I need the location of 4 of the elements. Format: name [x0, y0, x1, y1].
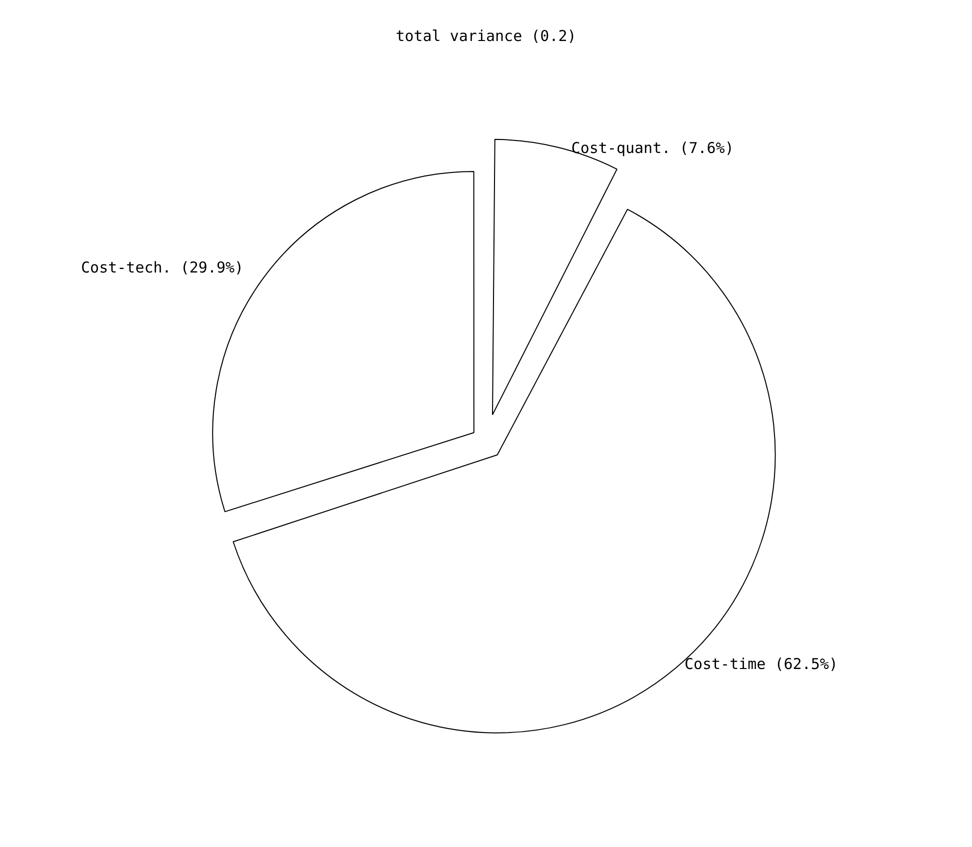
chart-title: total variance (0.2) — [396, 26, 576, 45]
slice-label: Cost-quant. (7.6%) — [571, 139, 734, 158]
slice-label: Cost-tech. (29.9%) — [81, 258, 244, 276]
slice-label: Cost-time (62.5%) — [684, 655, 838, 674]
